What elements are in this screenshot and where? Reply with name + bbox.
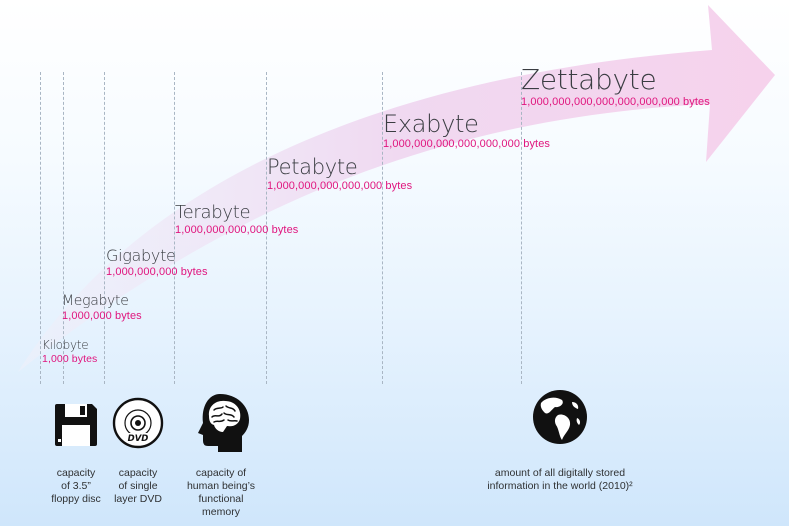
caption-line: amount of all digitally stored [494, 467, 626, 479]
caption-brain: capacity of human being’s functional mem… [178, 467, 264, 519]
caption-line: floppy disc [51, 493, 101, 505]
unit-bytes: 1,000,000,000,000,000,000 bytes [383, 138, 551, 150]
unit-megabyte: Megabyte 1,000,000 bytes [62, 294, 142, 322]
caption-world: amount of all digitally stored informati… [460, 467, 660, 493]
unit-petabyte: Petabyte 1,000,000,000,000,000 bytes [267, 157, 412, 192]
unit-name: Petabyte [267, 155, 358, 179]
divider-megabyte [63, 72, 64, 384]
unit-gigabyte: Gigabyte 1,000,000,000 bytes [106, 248, 208, 278]
divider-petabyte [266, 72, 267, 384]
floppy-disk-icon [55, 404, 97, 446]
caption-line: capacity of [195, 467, 247, 479]
divider-terabyte [174, 72, 175, 384]
unit-name: Exabyte [383, 110, 479, 138]
caption-dvd: capacity of single layer DVD [106, 467, 170, 506]
divider-gigabyte [104, 72, 105, 384]
unit-name: Zettabyte [521, 63, 657, 96]
unit-exabyte: Exabyte 1,000,000,000,000,000,000 bytes [383, 112, 550, 150]
unit-bytes: 1,000,000 bytes [62, 310, 142, 322]
caption-line: functional [198, 493, 244, 505]
unit-bytes: 1,000 bytes [42, 353, 98, 365]
unit-kilobyte: Kilobyte 1,000 bytes [42, 339, 97, 365]
human-head-brain-icon [198, 394, 249, 452]
caption-line: layer DVD [114, 493, 162, 505]
caption-line: of 3.5” [61, 480, 91, 492]
caption-line: capacity [56, 467, 96, 479]
caption-line: information in the world (2010)² [487, 480, 633, 492]
caption-floppy: capacity of 3.5” floppy disc [40, 467, 112, 506]
caption-line: capacity [118, 467, 158, 479]
globe-icon [533, 390, 587, 444]
unit-bytes: 1,000,000,000,000,000,000,000 bytes [521, 96, 710, 108]
unit-bytes: 1,000,000,000 bytes [106, 266, 208, 278]
divider-exabyte [382, 72, 383, 384]
unit-bytes: 1,000,000,000,000 bytes [175, 224, 299, 236]
caption-line: memory [202, 506, 240, 518]
dvd-disc-icon: DVD [112, 397, 164, 449]
unit-terabyte: Terabyte 1,000,000,000,000 bytes [175, 204, 298, 236]
unit-bytes: 1,000,000,000,000,000 bytes [267, 180, 413, 192]
unit-name: Gigabyte [106, 246, 176, 265]
unit-zettabyte: Zettabyte 1,000,000,000,000,000,000,000 … [521, 66, 710, 108]
caption-line: of single [118, 480, 158, 492]
unit-name: Megabyte [62, 293, 129, 309]
divider-zettabyte [521, 72, 522, 384]
unit-name: Kilobyte [42, 338, 89, 352]
dvd-logo-text: DVD [128, 434, 149, 444]
unit-name: Terabyte [175, 202, 251, 223]
caption-line: human being’s [186, 480, 256, 492]
divider-kilobyte [40, 72, 41, 384]
